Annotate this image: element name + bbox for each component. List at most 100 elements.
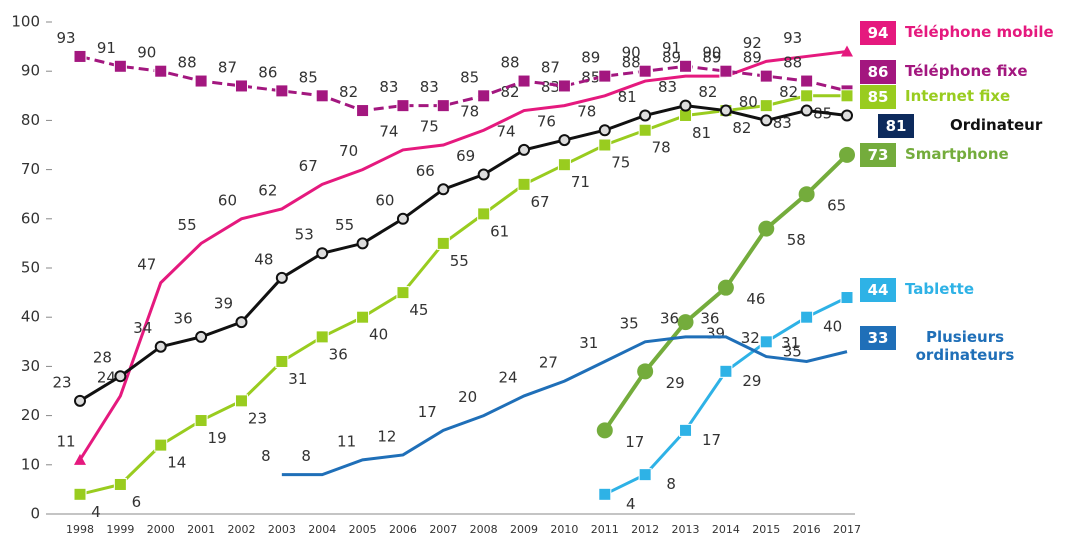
legend-value: 86 [860,60,896,84]
data-label: 23 [248,409,267,427]
data-label: 67 [299,157,318,175]
x-tick-label: 2017 [833,523,861,536]
data-label: 66 [416,162,435,180]
data-label: 17 [418,403,437,421]
data-label: 11 [56,432,75,450]
data-label: 88 [622,54,641,72]
data-label: 80 [739,93,758,111]
data-label: 81 [618,88,637,106]
data-label: 65 [827,197,846,215]
data-label: 61 [490,222,509,240]
point [596,422,613,439]
data-label: 36 [700,309,719,327]
data-label: 48 [254,250,273,268]
point [719,364,733,378]
x-tick-label: 2011 [591,523,619,536]
legend-label: Tablette [905,280,974,298]
x-tick-label: 2008 [470,523,498,536]
point [73,49,87,63]
data-label: 92 [743,34,762,52]
point [719,64,733,78]
x-tick-label: 1999 [106,523,134,536]
data-label: 90 [137,44,156,62]
data-label: 28 [93,349,112,367]
point [235,316,248,329]
legend-label: Smartphone [905,145,1009,163]
point [679,59,693,73]
data-label: 6 [132,493,142,511]
point [154,64,168,78]
data-label: 89 [743,49,762,67]
data-label: 47 [137,255,156,273]
point [396,286,410,300]
point [638,468,652,482]
point [436,236,450,250]
y-tick-label: 90 [21,62,40,80]
y-tick-label: 20 [21,406,40,424]
data-label: 85 [299,68,318,86]
legend-value: 33 [860,326,896,350]
series-line [79,94,847,496]
data-label: 91 [662,39,681,57]
point [356,237,369,250]
legend-value: 73 [860,143,896,167]
data-label: 67 [531,193,550,211]
data-label: 20 [458,388,477,406]
y-tick-label: 30 [21,357,40,375]
data-label: 88 [178,54,197,72]
data-label: 70 [339,142,358,160]
point [154,438,168,452]
data-label: 8 [666,475,676,493]
data-label: 75 [420,118,439,136]
data-label: 88 [783,54,802,72]
data-label: 58 [787,231,806,249]
data-label: 23 [52,373,71,391]
series-line [79,104,848,403]
x-tick-label: 2016 [793,523,821,536]
legend-value: 81 [878,114,914,138]
point [517,177,531,191]
data-label: 35 [620,314,639,332]
x-tick-label: 2012 [631,523,659,536]
point [840,291,854,305]
point [194,74,208,88]
x-tick-label: 2007 [429,523,457,536]
data-label: 85 [460,68,479,86]
data-label: 83 [420,78,439,96]
point [74,453,86,465]
point [74,394,86,407]
point [800,310,814,324]
point [598,124,611,137]
point [436,99,450,113]
x-tick-label: 2002 [227,523,255,536]
data-label: 31 [781,334,800,352]
data-label: 74 [379,122,398,140]
point [154,340,167,353]
point [517,74,531,88]
series-line [604,296,848,496]
x-tick-label: 2014 [712,523,740,536]
point [800,89,814,103]
data-label: 93 [56,29,75,47]
point [114,370,127,383]
data-label: 31 [579,334,598,352]
point [316,247,329,260]
data-label: 69 [456,147,475,165]
data-label: 82 [339,83,358,101]
data-label: 82 [501,83,520,101]
x-tick-label: 2009 [510,523,538,536]
data-label: 55 [178,216,197,234]
data-label: 83 [658,78,677,96]
data-label: 78 [577,103,596,121]
y-tick-label: 70 [21,160,40,178]
data-label: 29 [666,374,685,392]
data-label: 4 [91,503,101,521]
point [234,394,248,408]
x-tick-label: 2013 [672,523,700,536]
data-label: 90 [702,44,721,62]
point [719,104,732,117]
data-label: 36 [174,309,193,327]
point [557,79,571,93]
